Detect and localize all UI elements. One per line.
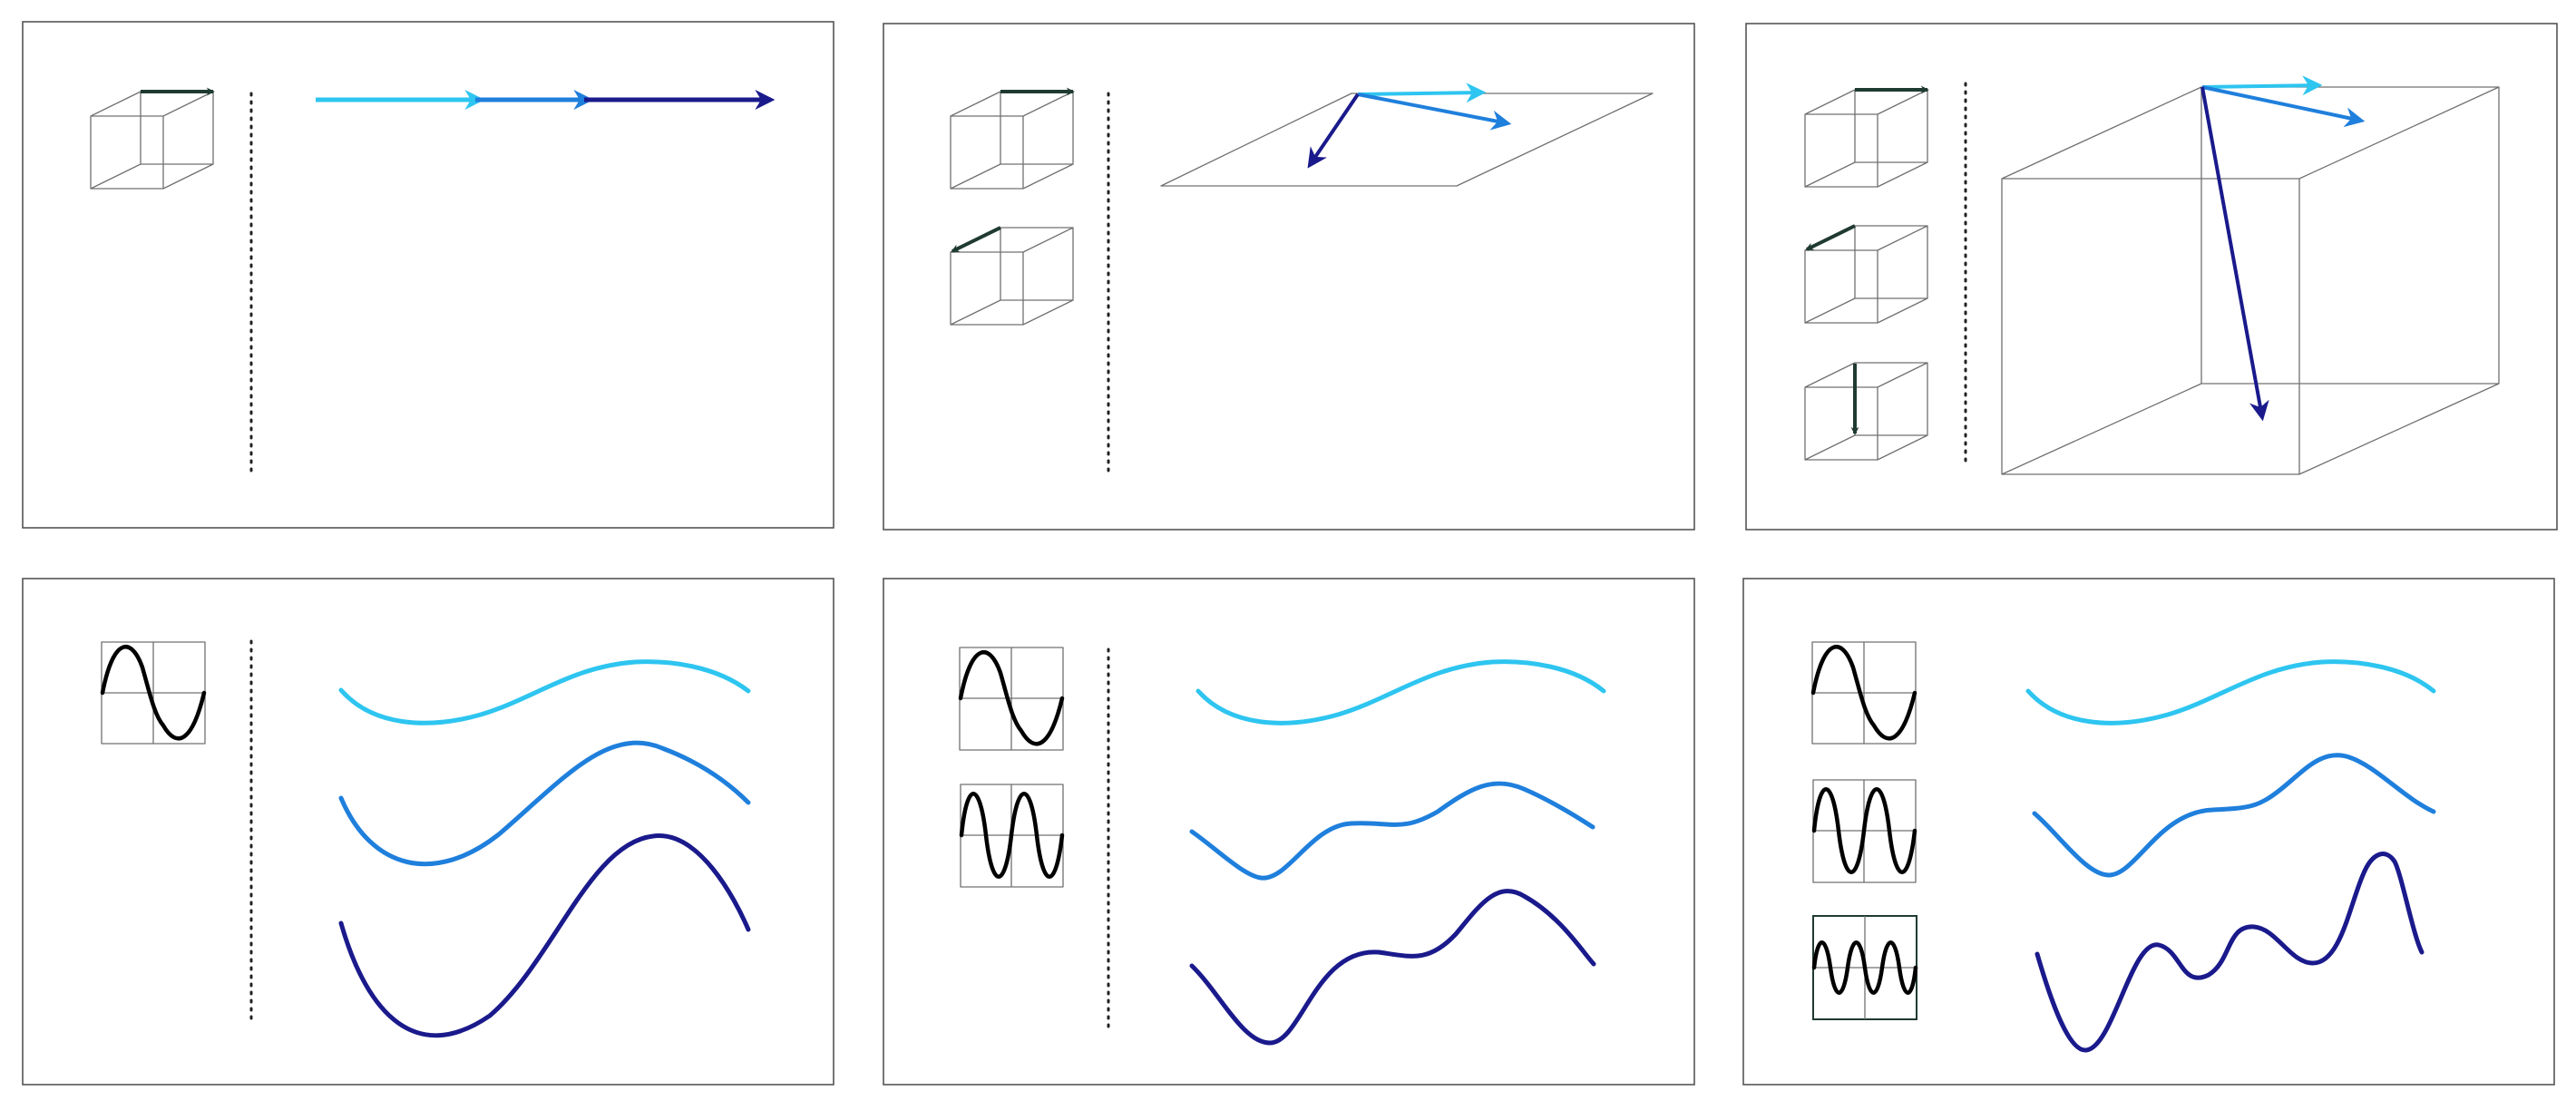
cube-wireframe-icon [90, 87, 215, 190]
sine-wave-icon [959, 784, 1065, 888]
sine-wave-1-cycle [100, 645, 207, 741]
function-curve-light [2025, 659, 2436, 725]
panel-functions-1 [22, 578, 834, 1086]
cube-wireframe-icon [1804, 224, 1928, 324]
function-curve-dark [338, 833, 751, 1038]
panel-frame [883, 578, 1695, 1086]
panel-frame [22, 578, 834, 1086]
plane-wireframe [1160, 92, 1654, 187]
function-curve-light [1195, 659, 1606, 725]
panel-frame [883, 23, 1695, 531]
box-wireframe [2001, 86, 2500, 475]
panel-vectors-1d [22, 21, 834, 529]
cube-wireframe-icon [1804, 85, 1929, 188]
panel-frame [1742, 578, 2555, 1086]
function-curve-medium [338, 740, 751, 867]
basis-arrow-y [951, 226, 1001, 253]
function-curve-medium [1189, 781, 1595, 881]
vector-component-light [2201, 75, 2323, 96]
sine-wave-1-cycle [1810, 645, 1917, 741]
sine-wave-icon [958, 647, 1065, 751]
function-curve-light [338, 659, 751, 725]
cube-wireframe-icon [1804, 362, 1928, 461]
panel-functions-3 [1742, 578, 2555, 1086]
function-curve-dark [2034, 852, 2425, 1053]
vector-component-medium [1357, 92, 1512, 131]
vector-component-dark [2200, 86, 2269, 422]
basis-arrow-y [1805, 224, 1856, 251]
sine-wave-icon [1810, 641, 1917, 745]
panel-functions-2 [883, 578, 1695, 1086]
sine-wave-icon [1811, 915, 1918, 1020]
sine-wave-icon [1811, 779, 1917, 883]
vector-component-medium [2201, 85, 2366, 128]
cube-wireframe-icon [950, 226, 1074, 326]
sine-wave-icon [100, 641, 207, 745]
function-curve-medium [2032, 753, 2436, 878]
sine-wave-2-cycles [1811, 787, 1917, 874]
panel-vectors-3d [1745, 23, 2558, 531]
panel-vectors-2d [883, 23, 1695, 531]
vector-component-light [1357, 83, 1487, 103]
panel-frame [22, 21, 834, 529]
sine-wave-2-cycles [959, 792, 1065, 879]
cube-wireframe-icon [950, 87, 1075, 190]
vector-component-dark [1307, 92, 1360, 169]
sine-wave-3-cycles [1811, 940, 1918, 995]
function-curve-dark [1189, 889, 1596, 1046]
panel-frame [1745, 23, 2558, 531]
sine-wave-1-cycle [958, 650, 1065, 746]
